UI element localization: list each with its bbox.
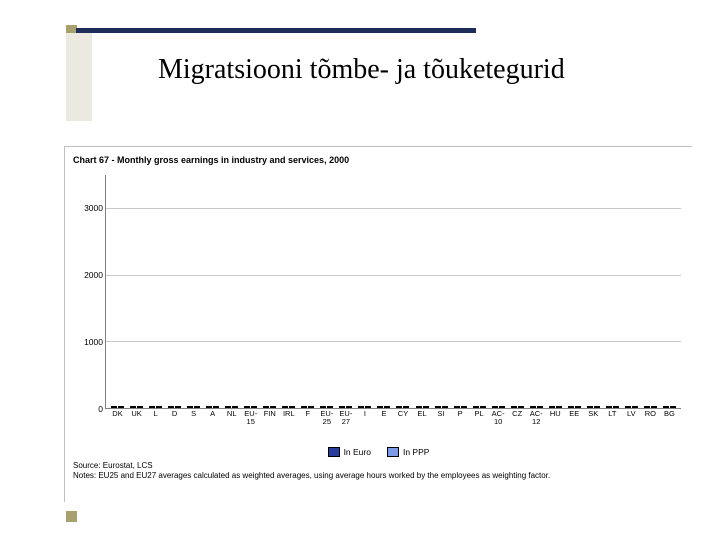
x-tick-label: PL [475, 408, 484, 418]
bar-group: UK [127, 406, 146, 408]
bar-group: A [203, 406, 222, 408]
legend-swatch-ppp [387, 447, 399, 457]
accent-block-left [66, 33, 92, 121]
x-tick-label: BG [664, 408, 675, 418]
bar-group: SI [432, 406, 451, 408]
bar-group: EU- 15 [241, 406, 260, 408]
bar-group: EU- 25 [317, 406, 336, 408]
legend-swatch-euro [328, 447, 340, 457]
x-tick-label: EE [569, 408, 579, 418]
bars-row: DKUKLDSANLEU- 15FINIRLFEU- 25EU- 27IECYE… [106, 175, 681, 408]
legend-item-ppp: In PPP [387, 447, 429, 457]
bar-group: S [184, 406, 203, 408]
x-tick-label: L [153, 408, 157, 418]
bar-group: D [165, 406, 184, 408]
title-rule [76, 28, 476, 33]
bar-group: P [451, 406, 470, 408]
bar-group: E [374, 406, 393, 408]
bar-group: AC- 10 [489, 406, 508, 408]
x-tick-label: UK [131, 408, 141, 418]
bar-group: HU [546, 406, 565, 408]
bar-group: FIN [260, 406, 279, 408]
chart-container: Chart 67 - Monthly gross earnings in ind… [64, 146, 692, 502]
x-tick-label: D [172, 408, 177, 418]
legend: In Euro In PPP [71, 447, 686, 457]
chart-notes: Notes: EU25 and EU27 averages calculated… [73, 471, 686, 481]
x-tick-label: NL [227, 408, 237, 418]
x-tick-label: EU- 15 [244, 408, 257, 426]
chart-title: Chart 67 - Monthly gross earnings in ind… [73, 155, 686, 165]
x-tick-label: F [306, 408, 311, 418]
x-tick-label: CY [398, 408, 408, 418]
y-tick-label: 1000 [73, 337, 103, 347]
bar-group: NL [222, 406, 241, 408]
bar-group: AC- 12 [527, 406, 546, 408]
bar-group: SK [584, 406, 603, 408]
legend-label-euro: In Euro [344, 447, 371, 457]
x-tick-label: IRL [283, 408, 295, 418]
chart-source: Source: Eurostat, LCS [73, 461, 686, 471]
x-tick-label: FIN [264, 408, 276, 418]
x-tick-label: LV [627, 408, 636, 418]
x-tick-label: SI [438, 408, 445, 418]
y-tick-label: 3000 [73, 203, 103, 213]
slide: Migratsiooni tõmbe- ja tõuketegurid Char… [0, 0, 720, 540]
bar-group: I [355, 406, 374, 408]
x-tick-label: P [458, 408, 463, 418]
y-tick-label: 0 [73, 404, 103, 414]
x-tick-label: SK [588, 408, 598, 418]
bar-group: EU- 27 [336, 406, 355, 408]
bar-group: CY [393, 406, 412, 408]
x-tick-label: E [381, 408, 386, 418]
bar-ppp [365, 406, 371, 408]
x-tick-label: EU- 25 [320, 408, 333, 426]
x-tick-label: AC- 10 [492, 408, 505, 426]
x-tick-label: A [210, 408, 215, 418]
bar-group: EL [413, 406, 432, 408]
bar-group: CZ [508, 406, 527, 408]
x-tick-label: LT [608, 408, 616, 418]
bar-group: BG [660, 406, 679, 408]
bar-group: PL [470, 406, 489, 408]
x-tick-label: RO [645, 408, 656, 418]
bar-group: DK [108, 406, 127, 408]
x-tick-label: HU [550, 408, 561, 418]
plot-area: DKUKLDSANLEU- 15FINIRLFEU- 25EU- 27IECYE… [105, 175, 681, 409]
bar-group: F [298, 406, 317, 408]
bar-group: LV [622, 406, 641, 408]
legend-label-ppp: In PPP [403, 447, 429, 457]
bar-group: L [146, 406, 165, 408]
legend-item-euro: In Euro [328, 447, 371, 457]
y-tick-label: 2000 [73, 270, 103, 280]
x-tick-label: CZ [512, 408, 522, 418]
plot-container: 0100020003000 DKUKLDSANLEU- 15FINIRLFEU-… [73, 175, 681, 425]
bar-group: IRL [279, 406, 298, 408]
x-tick-label: DK [112, 408, 122, 418]
x-tick-label: AC- 12 [530, 408, 543, 426]
accent-square-bottom [66, 511, 77, 522]
slide-heading: Migratsiooni tõmbe- ja tõuketegurid [158, 54, 565, 86]
bar-group: EE [565, 406, 584, 408]
bar-group: LT [603, 406, 622, 408]
bar-group: RO [641, 406, 660, 408]
x-tick-label: S [191, 408, 196, 418]
x-tick-label: EL [417, 408, 426, 418]
x-tick-label: I [364, 408, 366, 418]
x-tick-label: EU- 27 [339, 408, 352, 426]
